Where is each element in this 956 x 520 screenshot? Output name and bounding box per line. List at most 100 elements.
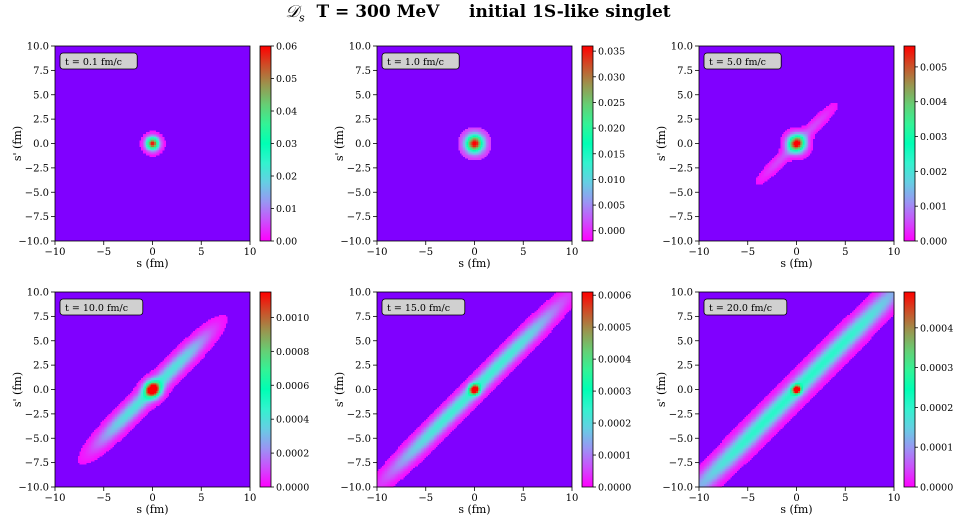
annotation-box (381, 52, 460, 70)
y-axis-label: s' (fm) (333, 372, 346, 407)
y-axis-label: s' (fm) (333, 126, 346, 161)
y-tick-label: 7.5 (33, 312, 49, 323)
x-tick-label: 5 (842, 493, 848, 504)
y-tick-label: 10.0 (349, 288, 371, 299)
time-annotation: t = 10.0 fm/c (59, 298, 144, 316)
heatmap-background (55, 46, 250, 241)
colorbar-tick-label: 0.0004 (276, 415, 309, 426)
colorbar-tick-label: 0.001 (920, 202, 947, 213)
colorbar (259, 45, 272, 242)
time-annotation: t = 15.0 fm/c (381, 298, 466, 316)
annotation-box (381, 298, 466, 316)
y-tick-label: 7.5 (677, 66, 693, 77)
y-tick-label: −10.0 (662, 237, 693, 248)
heatmap-background (377, 292, 572, 487)
y-tick-label: −5.0 (25, 434, 49, 445)
colorbar-tick-label: 0.010 (598, 175, 625, 186)
x-tick-label: 0 (149, 493, 155, 504)
heatmap-panel-6: −10 −5 0 5 10 −10.0 −7.5 −5.0 −2.5 0.0 2.5 5.0 7.5 10… (655, 288, 953, 517)
annotation-box (59, 52, 138, 70)
annotation-box (703, 298, 788, 316)
y-tick-label: 10.0 (671, 42, 693, 53)
colorbar-tick-label: 0.0002 (276, 449, 309, 460)
y-tick-label: 0.0 (355, 385, 371, 396)
colorbar-tick-label: 0.004 (920, 97, 947, 108)
annotation-box (59, 298, 144, 316)
x-tick-label: 5 (842, 247, 848, 258)
colorbar-tick-label: 0.020 (598, 124, 625, 135)
y-tick-label: 5.0 (33, 90, 49, 101)
y-tick-label: 10.0 (27, 42, 49, 53)
y-tick-label: 10.0 (27, 288, 49, 299)
colorbar (581, 291, 594, 488)
y-tick-label: −7.5 (669, 212, 693, 223)
y-tick-label: −5.0 (669, 188, 693, 199)
y-tick-label: −2.5 (347, 409, 371, 420)
time-annotation: t = 1.0 fm/c (381, 52, 460, 70)
x-tick-label: 5 (520, 493, 526, 504)
colorbar-tick-label: 0.005 (920, 62, 947, 73)
heatmap-panel-1: −10 −5 0 5 10 −10.0 −7.5 −5.0 −2.5 0.0 2.5 5.0 7.5 10… (11, 42, 297, 271)
annotation-text: t = 15.0 fm/c (387, 303, 450, 314)
y-tick-label: −2.5 (669, 409, 693, 420)
colorbar-tick-label: 0.02 (276, 172, 297, 183)
annotation-text: t = 20.0 fm/c (709, 303, 772, 314)
y-axis-label: s' (fm) (655, 126, 668, 161)
colorbar-tick-label: 0.0004 (598, 355, 631, 366)
colorbar-tick-label: 0.002 (920, 167, 947, 178)
x-tick-label: −10 (688, 247, 709, 258)
y-tick-label: 2.5 (677, 115, 693, 126)
y-tick-label: 0.0 (355, 139, 371, 150)
colorbar-tick-label: 0.0001 (920, 443, 953, 454)
colorbar-tick-label: 0.000 (920, 237, 947, 248)
y-tick-label: 10.0 (349, 42, 371, 53)
y-tick-label: 7.5 (355, 312, 371, 323)
y-tick-label: 5.0 (677, 90, 693, 101)
time-annotation: t = 20.0 fm/c (703, 298, 788, 316)
x-tick-label: −10 (366, 493, 387, 504)
axes-frame (376, 291, 573, 488)
y-tick-label: −10.0 (340, 237, 371, 248)
x-tick-label: 5 (198, 493, 204, 504)
x-tick-label: −5 (96, 493, 111, 504)
heatmap-cells (377, 292, 573, 488)
x-tick-label: −5 (740, 247, 755, 258)
x-tick-label: 10 (244, 493, 257, 504)
y-tick-label: 2.5 (677, 361, 693, 372)
annotation-text: t = 5.0 fm/c (709, 57, 766, 68)
colorbar-tick-label: 0.0000 (276, 483, 309, 494)
colorbar-tick-label: 0.005 (598, 201, 625, 212)
x-axis-label: s (fm) (136, 257, 168, 270)
colorbar-tick-label: 0.015 (598, 149, 625, 160)
x-tick-label: 10 (888, 247, 901, 258)
y-tick-label: 0.0 (677, 385, 693, 396)
y-tick-label: −10.0 (18, 483, 49, 494)
colorbar-tick-label: 0.0006 (598, 291, 631, 302)
axes-frame (54, 45, 251, 242)
y-tick-label: −5.0 (347, 188, 371, 199)
heatmap-cells (139, 130, 166, 157)
colorbar-tick-label: 0.04 (276, 107, 297, 118)
y-tick-label: 5.0 (355, 90, 371, 101)
annotation-text: t = 1.0 fm/c (387, 57, 444, 68)
colorbar-tick-label: 0.0000 (920, 483, 953, 494)
colorbar-tick-label: 0.03 (276, 139, 297, 150)
x-tick-label: 0 (471, 247, 477, 258)
y-tick-label: 5.0 (33, 336, 49, 347)
y-tick-label: −10.0 (18, 237, 49, 248)
colorbar-tick-label: 0.000 (598, 226, 625, 237)
colorbar-tick-label: 0.01 (276, 204, 297, 215)
y-tick-label: −5.0 (25, 188, 49, 199)
x-tick-label: −5 (740, 493, 755, 504)
colorbar-tick-label: 0.0001 (598, 451, 631, 462)
y-tick-label: 0.0 (33, 139, 49, 150)
axes-frame (698, 291, 895, 488)
y-tick-label: 10.0 (671, 288, 693, 299)
x-tick-label: 0 (793, 247, 799, 258)
colorbar-tick-label: 0.06 (276, 42, 297, 53)
y-tick-label: 5.0 (355, 336, 371, 347)
colorbar (259, 291, 272, 488)
x-axis-label: s (fm) (458, 257, 490, 270)
x-tick-label: 10 (566, 493, 579, 504)
